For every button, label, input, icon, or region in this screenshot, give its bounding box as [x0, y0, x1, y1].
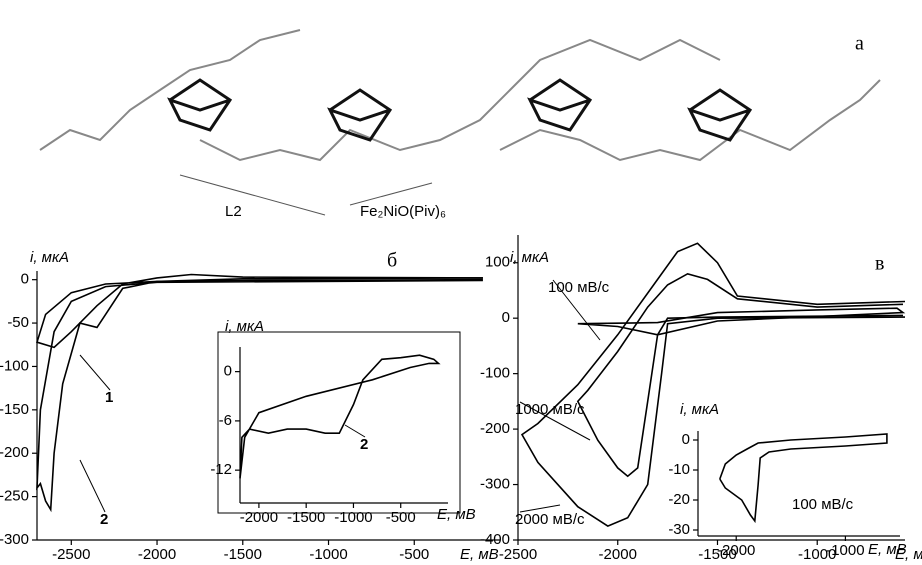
x-tick-label: -1500	[287, 509, 325, 526]
x-tick-label: -500	[399, 546, 429, 563]
y-axis-label: i, мкА	[225, 318, 264, 335]
ligand-chain	[200, 40, 720, 160]
inset-frame	[218, 332, 460, 513]
y-axis-label: i, мкА	[30, 249, 69, 266]
y-tick-label: -20	[668, 491, 690, 508]
y-axis-label: i, мкА	[680, 401, 719, 418]
cv-curve	[37, 278, 483, 510]
y-tick-label: 0	[224, 363, 232, 380]
x-tick-label: -2500	[52, 546, 90, 563]
bracket	[350, 183, 432, 205]
y-tick-label: -6	[219, 412, 232, 429]
x-axis-label: E, мВ	[868, 541, 907, 558]
cluster-label: Fe₂NiO(Piv)₆	[360, 203, 446, 220]
x-tick-label: -1000	[334, 509, 372, 526]
y-tick-label: -10	[668, 461, 690, 478]
x-axis-label: E, мВ	[437, 506, 476, 523]
x-tick-label: -2000	[717, 542, 755, 559]
x-tick-label: -500	[386, 509, 416, 526]
series-label: 2000 мВ/с	[515, 511, 585, 528]
cv-curve	[37, 275, 483, 348]
leader-line	[80, 460, 105, 512]
y-tick-label: 0	[21, 271, 29, 288]
series-label: 2	[360, 436, 368, 453]
y-tick-label: -250	[0, 488, 29, 505]
x-tick-label: -2500	[499, 546, 537, 563]
y-tick-label: -50	[7, 314, 29, 331]
bracket	[180, 175, 325, 215]
y-tick-label: 0	[682, 431, 690, 448]
x-tick-label: -2000	[599, 546, 637, 563]
figure: а L2 Fe₂NiO(Piv)₆ 0-50-100-150-200-250-3…	[0, 0, 922, 565]
y-tick-label: -200	[480, 420, 510, 437]
x-tick-label: -2000	[240, 509, 278, 526]
y-tick-label: -100	[0, 357, 29, 374]
cv-curve	[240, 355, 439, 478]
leader-line	[80, 355, 110, 390]
y-tick-label: -30	[668, 521, 690, 538]
y-tick-label: -300	[480, 476, 510, 493]
y-axis-label: i, мкА	[510, 249, 549, 266]
y-tick-label: -100	[480, 365, 510, 382]
series-label: 2	[100, 511, 108, 528]
y-tick-label: -150	[0, 401, 29, 418]
cluster	[690, 90, 750, 140]
y-tick-label: 100	[485, 254, 510, 271]
y-tick-label: -300	[0, 531, 29, 548]
series-label: 100 мВ/с	[792, 496, 854, 513]
molecule: а L2 Fe₂NiO(Piv)₆	[40, 30, 880, 220]
y-tick-label: 0	[502, 309, 510, 326]
series-label: 100 мВ/с	[548, 279, 610, 296]
cluster	[170, 80, 230, 130]
x-tick-label: -1000	[826, 542, 864, 559]
y-tick-label: -200	[0, 444, 29, 461]
x-axis-label: E, мВ	[460, 546, 499, 563]
series-label: 1000 мВ/с	[515, 401, 585, 418]
cluster	[330, 90, 390, 140]
x-tick-label: -2000	[138, 546, 176, 563]
ligand-chain	[500, 80, 880, 160]
ligand-label: L2	[225, 203, 242, 220]
panel-label: в	[875, 253, 884, 275]
x-tick-label: -1000	[309, 546, 347, 563]
panel-label: б	[387, 250, 397, 272]
ligand-chain	[40, 30, 300, 150]
panel-label: а	[855, 33, 864, 55]
y-tick-label: -12	[210, 461, 232, 478]
cluster	[530, 80, 590, 130]
series-label: 1	[105, 389, 113, 406]
x-tick-label: -1500	[224, 546, 262, 563]
